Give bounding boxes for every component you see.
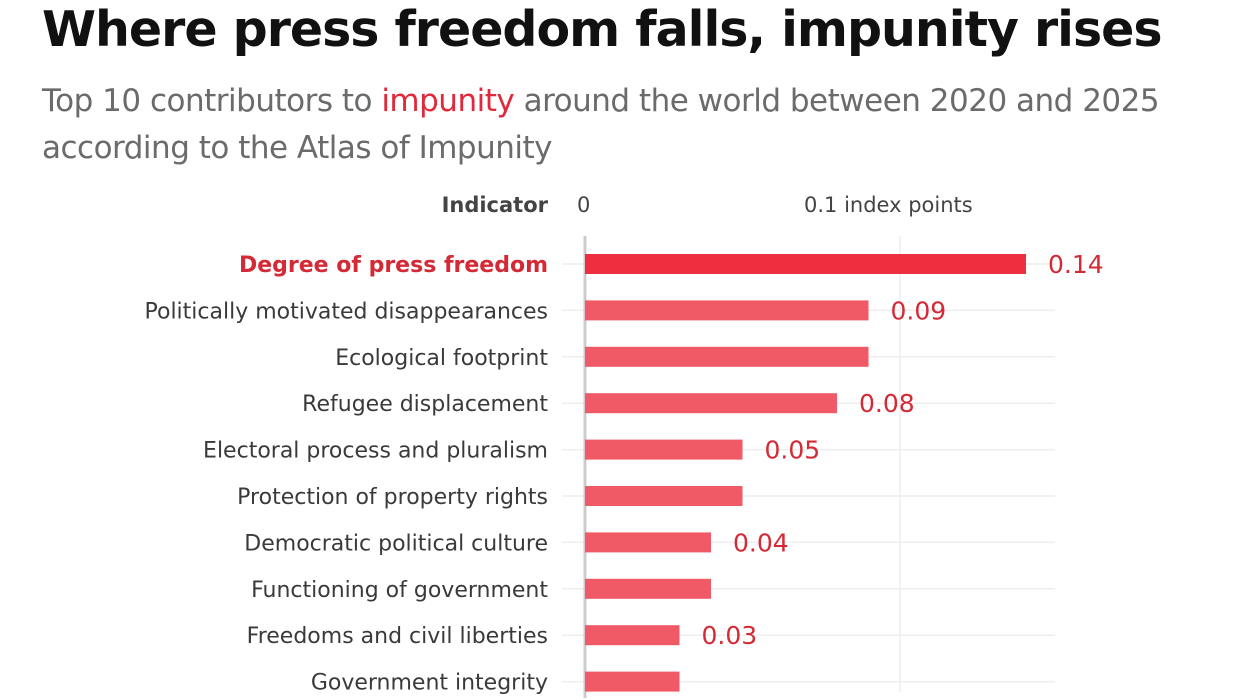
category-header: Indicator: [442, 193, 549, 217]
bar: [585, 346, 869, 367]
value-label: 0.09: [891, 296, 947, 325]
bar: [585, 671, 680, 692]
bar: [585, 578, 711, 599]
category-label: Electoral process and pluralism: [203, 439, 548, 464]
category-label: Refugee displacement: [302, 392, 548, 417]
bar: [585, 254, 1026, 274]
category-label: Government integrity: [311, 671, 548, 696]
chart-subtitle: Top 10 contributors to impunity around t…: [42, 78, 1192, 172]
labels: Indicator 0 0.1 index points Degree of pres…: [145, 193, 1104, 696]
value-label: 0.05: [765, 436, 821, 465]
bar: [585, 625, 680, 646]
bar: [585, 439, 743, 460]
x-tick-label: 0.1 index points: [804, 193, 973, 217]
value-label: 0.14: [1048, 250, 1104, 279]
bar: [585, 486, 743, 506]
value-label: 0.08: [859, 389, 915, 418]
value-label: 0.03: [702, 621, 758, 650]
value-label: 0.04: [733, 528, 789, 557]
chart-title: Where press freedom falls, impunity rise…: [42, 1, 1163, 58]
category-label: Politically motivated disappearances: [145, 299, 549, 324]
category-label: Degree of press freedom: [239, 253, 548, 278]
category-label: Protection of property rights: [237, 485, 548, 510]
bars: [585, 254, 1026, 692]
category-label: Functioning of government: [251, 578, 548, 603]
category-label: Ecological footprint: [335, 346, 548, 371]
subtitle-highlight: impunity: [381, 83, 515, 119]
bar: [585, 532, 711, 553]
bar: [585, 393, 837, 414]
category-label: Freedoms and civil liberties: [247, 624, 548, 649]
bar: [585, 300, 869, 321]
x-tick-label: 0: [577, 193, 590, 217]
subtitle-text-start: Top 10 contributors to: [42, 83, 382, 119]
subtitle-text-end: around the world between 2020 and 2025 a…: [42, 83, 1160, 166]
category-label: Democratic political culture: [244, 531, 548, 556]
